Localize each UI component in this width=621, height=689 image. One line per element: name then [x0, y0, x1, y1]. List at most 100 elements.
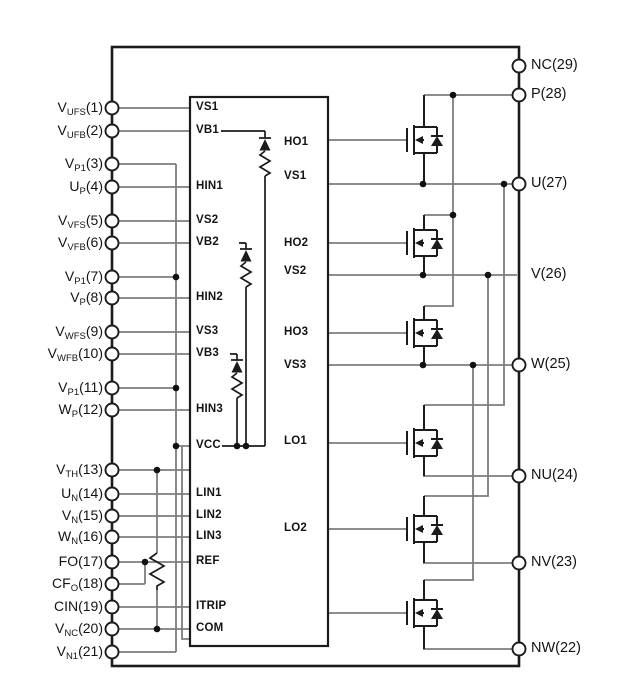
- pin-label-vwfb-10: VWFB(10): [47, 345, 103, 364]
- pin-terminal: [511, 468, 527, 484]
- ic-port-left-itrip: ITRIP: [196, 600, 227, 612]
- pin-label-vn1-21: VN1(21): [56, 643, 103, 662]
- ic-port-left-lin1: LIN1: [196, 487, 222, 499]
- pin-terminal: [104, 179, 120, 195]
- pin-terminal: [511, 555, 527, 571]
- ic-port-left-ref: REF: [196, 555, 220, 567]
- pin-terminal: [104, 486, 120, 502]
- bootstrap-chain-1: [221, 130, 272, 446]
- pin-label-nc-29: NC(29): [531, 57, 578, 73]
- pin-label-p-28: P(28): [531, 86, 567, 102]
- pin-terminal: [104, 599, 120, 615]
- pin-terminal: [104, 529, 120, 545]
- pin-terminal: [511, 357, 527, 373]
- pin-label-cin-19: CIN(19): [53, 598, 103, 614]
- ic-port-left-vs2: VS2: [196, 214, 219, 226]
- pin-label-vth-13: VTH(13): [56, 461, 103, 480]
- pin-terminal: [104, 213, 120, 229]
- pin-label-vp-8: VP(8): [70, 289, 103, 308]
- ic-port-right-ho3: HO3: [284, 326, 309, 338]
- pin-label-un-14: UN(14): [61, 485, 103, 504]
- pin-terminal: [104, 644, 120, 660]
- gate-drive-wires: [328, 139, 407, 614]
- pin-label-nu-24: NU(24): [531, 467, 578, 483]
- pin-label-nv-23: NV(23): [531, 554, 577, 570]
- pin-terminal: [104, 290, 120, 306]
- ic-port-left-hin2: HIN2: [196, 291, 224, 303]
- pin-label-v-26: V(26): [531, 266, 567, 282]
- pin-label-nw-22: NW(22): [531, 640, 581, 656]
- diode-glyphs: [231, 136, 443, 619]
- vp1-vn1-stub-wires: [119, 163, 176, 653]
- pin-terminal: [104, 324, 120, 340]
- pin-terminal: [104, 508, 120, 524]
- pin-label-fo-17: FO(17): [58, 553, 103, 569]
- junction-dots: [141, 91, 508, 633]
- pin-terminal: [104, 346, 120, 362]
- mosfet-arrow-icon: [415, 136, 423, 617]
- pin-terminal: [104, 123, 120, 139]
- thermistor-resistor: [148, 552, 166, 590]
- cfo-to-fo-wire: [119, 562, 146, 585]
- bootstrap-chain-2: [239, 242, 253, 446]
- ic-port-left-vs3: VS3: [196, 325, 219, 337]
- ic-port-left-vcc: VCC: [196, 439, 221, 451]
- ic-port-left-lin2: LIN2: [196, 509, 222, 521]
- ic-port-right-vs1: VS1: [284, 170, 307, 182]
- driver-ic-outline: [188, 95, 330, 648]
- pin-label-vnc-20: VNC(20): [55, 620, 103, 639]
- pin-terminals: [104, 58, 527, 660]
- ic-port-right-lo2: LO2: [284, 522, 307, 534]
- ic-port-left-vb1: VB1: [196, 124, 219, 136]
- pin-terminal: [104, 156, 120, 172]
- pin-terminal: [104, 100, 120, 116]
- body-diode-icon: [431, 136, 443, 619]
- pin-terminal: [104, 576, 120, 592]
- ic-port-right-ho1: HO1: [284, 136, 309, 148]
- ic-port-left-hin1: HIN1: [196, 180, 224, 192]
- signal-wires: [119, 94, 517, 653]
- pin-label-vvfs-5: VVFS(5): [58, 212, 103, 231]
- pin-terminal: [511, 176, 527, 192]
- ic-port-left-vs1: VS1: [196, 101, 219, 113]
- pin-terminal: [511, 58, 527, 74]
- pin-terminal: [511, 641, 527, 657]
- pin-terminal: [104, 402, 120, 418]
- pin-label-wn-16: WN(16): [58, 528, 103, 547]
- ic-port-right-vs3: VS3: [284, 359, 307, 371]
- ic-port-left-lin3: LIN3: [196, 530, 222, 542]
- pin-terminal: [104, 235, 120, 251]
- package-outline: [110, 45, 521, 668]
- ic-port-left-vb2: VB2: [196, 236, 219, 248]
- pin-label-vufs-1: VUFS(1): [57, 99, 103, 118]
- ic-port-right-lo1: LO1: [284, 435, 307, 447]
- bus-rails: [424, 95, 505, 581]
- pin-terminal: [104, 269, 120, 285]
- pin-label-vp1-7: VP1(7): [64, 268, 103, 287]
- vcc-entry-wires: [176, 445, 190, 640]
- ink-lines: [148, 95, 443, 649]
- ic-port-left-vb3: VB3: [196, 347, 219, 359]
- pin-label-w-25: W(25): [531, 356, 571, 372]
- pin-label-vufb-2: VUFB(2): [57, 122, 103, 141]
- pin-label-vn-15: VN(15): [61, 507, 103, 526]
- pin-label-vp1-11: VP1(11): [58, 379, 103, 398]
- pin-terminal: [104, 380, 120, 396]
- pin-label-vp1-3: VP1(3): [64, 155, 103, 174]
- pin-label-vvfb-6: VVFB(6): [58, 234, 103, 253]
- bootstrap-chain-3: [230, 353, 244, 446]
- ic-port-left-hin3: HIN3: [196, 403, 224, 415]
- pin-terminal: [104, 621, 120, 637]
- pin-terminal: [104, 554, 120, 570]
- ic-port-right-ho2: HO2: [284, 237, 309, 249]
- ic-port-right-vs2: VS2: [284, 265, 307, 277]
- pin-label-up-4: UP(4): [69, 178, 103, 197]
- pin-label-wp-12: WP(12): [58, 401, 103, 420]
- pin-label-cfo-18: CFO(18): [52, 575, 103, 594]
- ic-port-left-com: COM: [196, 622, 224, 634]
- pin-label-vwfs-9: VWFS(9): [55, 323, 103, 342]
- pin-terminal: [104, 462, 120, 478]
- pin-terminal: [511, 87, 527, 103]
